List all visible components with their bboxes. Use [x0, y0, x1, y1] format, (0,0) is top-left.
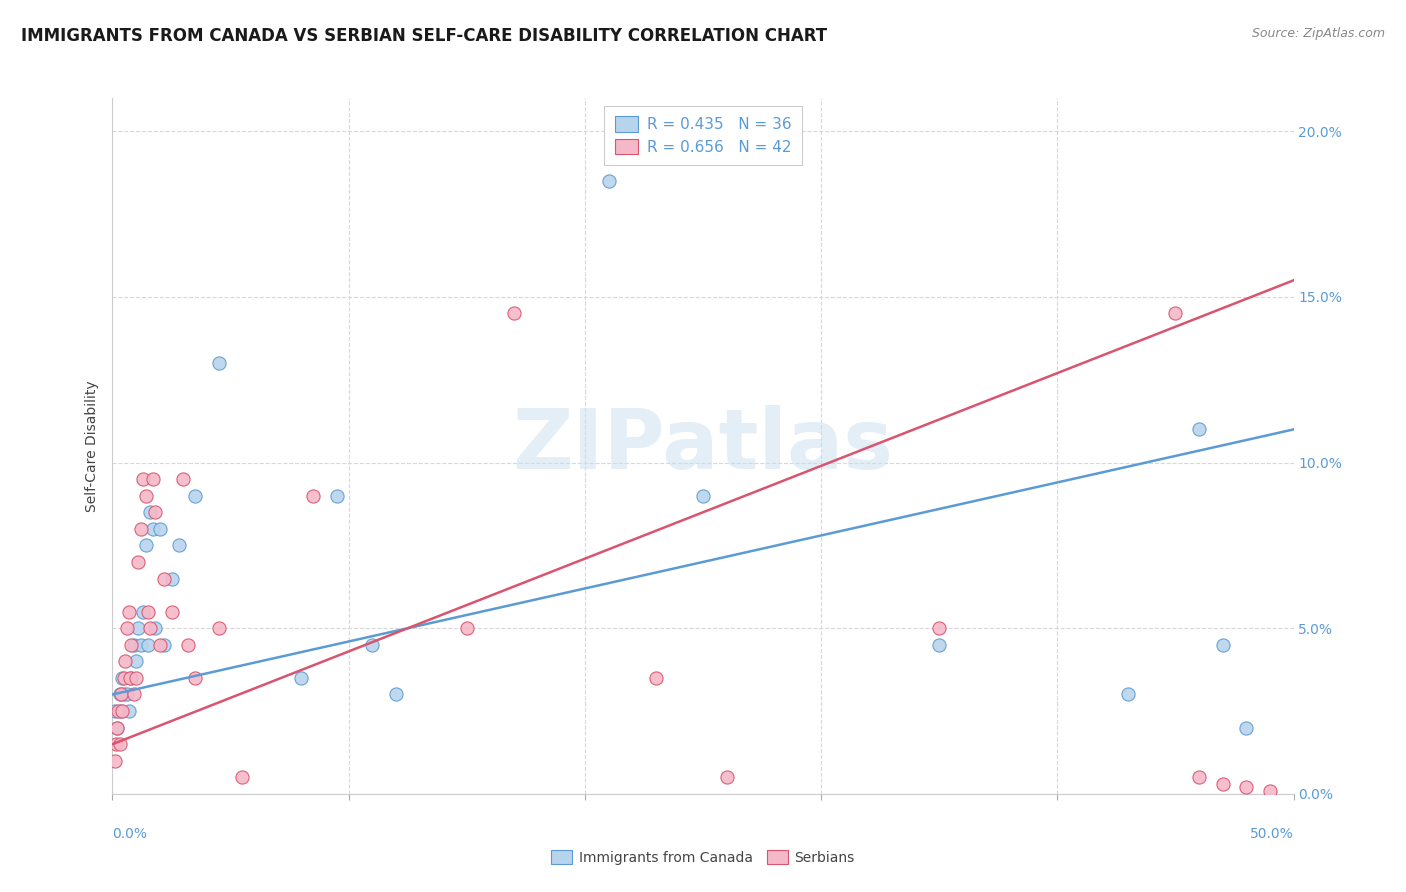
Point	[160, 605, 183, 619]
Point	[105, 721, 128, 735]
Point	[118, 704, 141, 718]
Point	[644, 671, 666, 685]
Point	[167, 538, 190, 552]
Point	[135, 489, 157, 503]
Text: ZIPatlas: ZIPatlas	[513, 406, 893, 486]
Point	[143, 505, 166, 519]
Point	[385, 688, 408, 702]
Point	[135, 538, 157, 552]
Point	[160, 572, 183, 586]
Point	[108, 737, 131, 751]
Point	[1116, 688, 1139, 702]
Point	[142, 522, 165, 536]
Point	[111, 704, 134, 718]
Point	[1188, 770, 1211, 784]
Point	[326, 489, 349, 503]
Point	[114, 654, 136, 668]
Point	[136, 605, 159, 619]
Point	[104, 754, 127, 768]
Point	[118, 605, 141, 619]
Point	[105, 721, 128, 735]
Point	[1234, 721, 1257, 735]
Point	[115, 688, 138, 702]
Point	[1212, 777, 1234, 791]
Point	[132, 605, 155, 619]
Point	[153, 638, 176, 652]
Point	[302, 489, 325, 503]
Point	[139, 621, 162, 635]
Point	[132, 472, 155, 486]
Point	[598, 174, 620, 188]
Point	[172, 472, 194, 486]
Point	[1258, 783, 1281, 797]
Point	[503, 306, 526, 320]
Text: Source: ZipAtlas.com: Source: ZipAtlas.com	[1251, 27, 1385, 40]
Point	[108, 688, 131, 702]
Point	[139, 505, 162, 519]
Point	[143, 621, 166, 635]
Text: 50.0%: 50.0%	[1250, 827, 1294, 841]
Point	[120, 671, 142, 685]
Point	[1234, 780, 1257, 795]
Point	[129, 522, 152, 536]
Point	[1212, 638, 1234, 652]
Point	[125, 654, 148, 668]
Point	[208, 621, 231, 635]
Point	[456, 621, 478, 635]
Point	[153, 572, 176, 586]
Point	[129, 638, 152, 652]
Point	[107, 704, 129, 718]
Point	[231, 770, 253, 784]
Point	[1164, 306, 1187, 320]
Point	[120, 638, 142, 652]
Point	[149, 522, 172, 536]
Point	[112, 671, 135, 685]
Point	[361, 638, 384, 652]
Point	[127, 555, 149, 569]
Point	[149, 638, 172, 652]
Point	[122, 638, 145, 652]
Point	[692, 489, 714, 503]
Y-axis label: Self-Care Disability: Self-Care Disability	[86, 380, 100, 512]
Point	[184, 671, 207, 685]
Point	[142, 472, 165, 486]
Point	[111, 671, 134, 685]
Point	[110, 704, 132, 718]
Point	[110, 688, 132, 702]
Point	[928, 638, 950, 652]
Point	[1188, 422, 1211, 436]
Point	[120, 671, 142, 685]
Point	[177, 638, 200, 652]
Point	[184, 489, 207, 503]
Legend: Immigrants from Canada, Serbians: Immigrants from Canada, Serbians	[546, 845, 860, 871]
Point	[928, 621, 950, 635]
Point	[125, 671, 148, 685]
Point	[716, 770, 738, 784]
Point	[127, 621, 149, 635]
Point	[104, 704, 127, 718]
Point	[115, 621, 138, 635]
Text: IMMIGRANTS FROM CANADA VS SERBIAN SELF-CARE DISABILITY CORRELATION CHART: IMMIGRANTS FROM CANADA VS SERBIAN SELF-C…	[21, 27, 827, 45]
Point	[136, 638, 159, 652]
Point	[208, 356, 231, 370]
Point	[290, 671, 312, 685]
Text: 0.0%: 0.0%	[112, 827, 148, 841]
Point	[105, 737, 128, 751]
Point	[122, 688, 145, 702]
Point	[112, 688, 135, 702]
